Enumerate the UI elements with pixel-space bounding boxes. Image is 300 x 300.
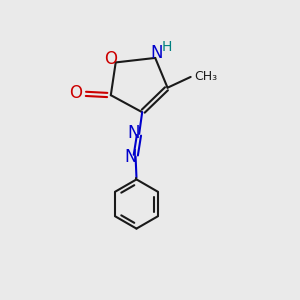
Text: N: N	[151, 44, 163, 62]
Text: N: N	[127, 124, 140, 142]
Text: H: H	[161, 40, 172, 53]
Text: O: O	[104, 50, 117, 68]
Text: N: N	[124, 148, 136, 166]
Text: O: O	[69, 84, 82, 102]
Text: CH₃: CH₃	[194, 70, 218, 83]
